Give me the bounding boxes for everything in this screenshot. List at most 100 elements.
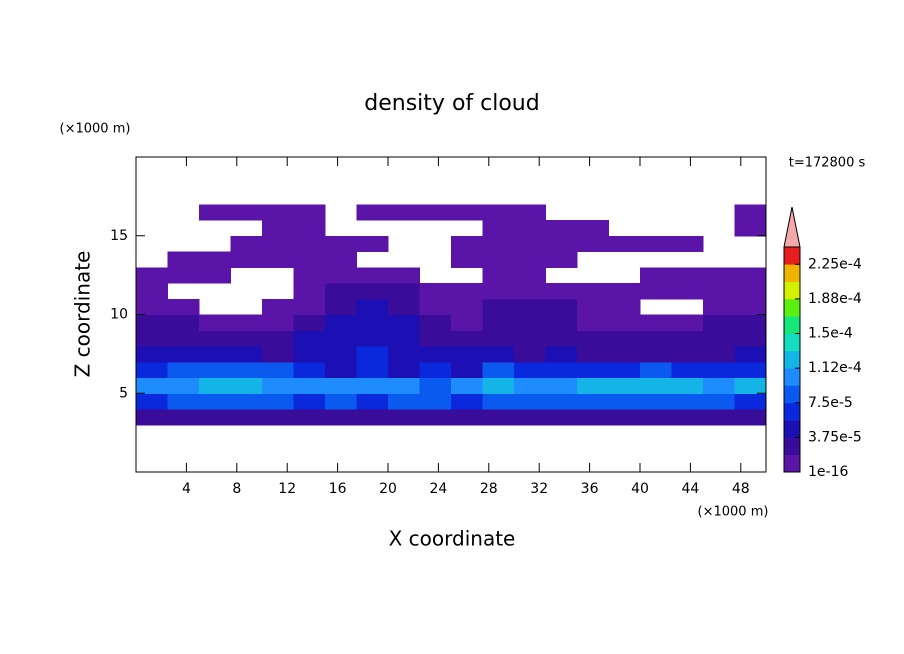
cell [482,251,515,268]
cell [545,361,578,378]
cell [325,330,357,347]
cell [545,235,578,252]
cell [356,409,389,426]
cell [136,267,168,284]
cell [167,361,200,378]
cell [293,377,326,394]
cell [419,314,452,331]
cell [514,267,546,284]
cell [703,361,735,378]
cell [608,346,641,363]
cell [230,393,263,410]
y-tick-label: 5 [119,385,128,401]
chart-title: density of cloud [364,91,539,116]
cell [482,220,515,237]
cell [293,409,326,426]
x-tick-label: 24 [429,481,447,497]
cell [482,346,515,363]
colorbar-band [784,316,800,334]
cell [230,235,263,252]
cell [671,393,704,410]
cell [199,377,231,394]
cell [545,377,578,394]
cell [167,298,200,315]
cell [230,361,263,378]
cell [671,409,704,426]
cell [734,409,767,426]
cell [514,330,546,347]
cell [388,314,420,331]
cell [703,314,735,331]
cell [703,283,735,300]
y-unit: (×1000 m) [60,122,131,137]
cell [451,377,483,394]
cell [293,298,326,315]
cell [388,298,420,315]
cell [136,314,168,331]
cell [545,346,578,363]
x-tick-label: 36 [581,481,599,497]
cell [608,298,641,315]
x-tick-label: 44 [681,481,699,497]
cell [262,235,294,252]
colorbar-band [784,420,800,438]
cell [262,314,294,331]
cell [419,346,452,363]
cell [262,393,294,410]
cell [356,283,389,300]
cell [293,330,326,347]
cell [671,235,704,252]
cell [671,361,704,378]
cell [451,298,483,315]
cell [451,251,483,268]
cell [703,346,735,363]
field [136,204,767,426]
cell [136,330,168,347]
cell [577,235,609,252]
cell [482,283,515,300]
cell [640,267,672,284]
cell [545,251,578,268]
colorbar-frame [783,246,801,473]
cell [230,330,263,347]
cell [136,346,168,363]
cell [262,204,294,221]
cell [545,330,578,347]
cell [734,267,767,284]
cell [167,314,200,331]
colorbar-band [784,298,800,317]
cell [325,409,357,426]
cell [514,204,546,221]
cell [356,267,389,284]
cell [671,330,704,347]
cell [577,393,609,410]
cell [325,361,357,378]
cell [293,393,326,410]
cell [482,361,515,378]
cell [545,298,578,315]
cell [514,409,546,426]
cell [262,361,294,378]
x-tick-label: 4 [182,481,191,497]
cell [388,377,420,394]
cell [577,409,609,426]
cell [388,330,420,347]
cell [514,361,546,378]
cell [640,393,672,410]
y-tick-label: 10 [110,307,128,323]
y-axis-label: Z coordinate [71,251,95,378]
cell [703,267,735,284]
cell [734,283,767,300]
x-tick-label: 48 [732,481,750,497]
cell [388,346,420,363]
cell [703,377,735,394]
cell [514,251,546,268]
cell [388,393,420,410]
cell [419,409,452,426]
cell [451,346,483,363]
cell [451,314,483,331]
cell [293,235,326,252]
cell [608,235,641,252]
cell [577,314,609,331]
cell [136,393,168,410]
